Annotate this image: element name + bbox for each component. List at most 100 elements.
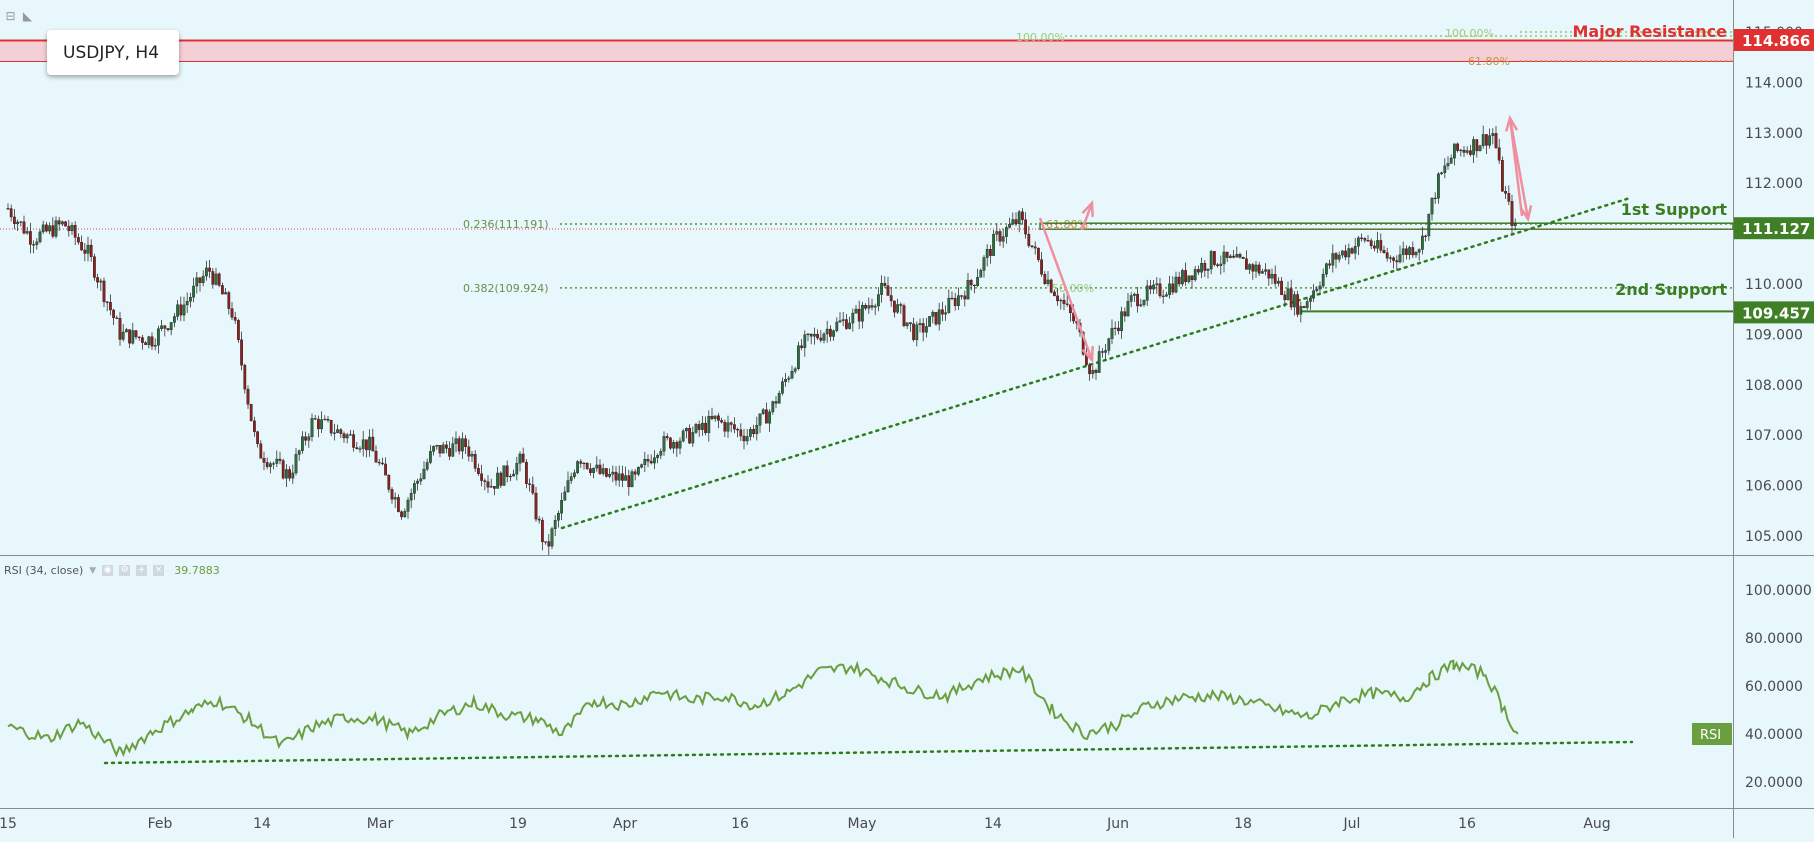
candle-body xyxy=(745,436,749,442)
candle-body xyxy=(483,480,487,482)
candle-body xyxy=(627,475,631,488)
candle-body xyxy=(563,491,567,501)
candle-body xyxy=(381,462,384,465)
settings-icon[interactable]: ⚙ xyxy=(119,565,131,576)
candle-body xyxy=(1430,197,1434,215)
candle-body xyxy=(1017,211,1021,224)
candle-body xyxy=(1344,250,1348,258)
candle-body xyxy=(358,448,362,450)
candle-body xyxy=(829,328,832,337)
candle-body xyxy=(1472,139,1476,155)
candle-body xyxy=(819,337,823,341)
candle-body xyxy=(1088,364,1092,375)
candle-body xyxy=(1305,301,1309,308)
candle-body xyxy=(822,333,826,341)
candle-body xyxy=(777,393,781,404)
candle-body xyxy=(973,284,976,287)
candle-body xyxy=(509,475,512,478)
close-icon[interactable]: × xyxy=(153,565,165,576)
candle-body xyxy=(1145,285,1149,301)
candle-body xyxy=(704,422,708,434)
candle-body xyxy=(861,304,864,322)
candle-body xyxy=(281,460,285,479)
candle-body xyxy=(227,292,231,309)
candle-body xyxy=(1107,338,1111,351)
candle-body xyxy=(633,471,637,475)
candle-body xyxy=(1334,253,1338,260)
candle-body xyxy=(166,328,170,331)
arrow-down[interactable] xyxy=(1038,217,1094,361)
candle-body xyxy=(1308,298,1312,302)
candle-body xyxy=(1497,147,1501,161)
collapse-icon[interactable]: ⊟ xyxy=(5,9,16,23)
candle-body xyxy=(336,429,339,433)
candle-body xyxy=(1190,275,1194,281)
candle-body xyxy=(457,438,461,452)
candle-body xyxy=(1171,283,1175,293)
candle-body xyxy=(406,499,410,512)
price-tick-label: 110.000 xyxy=(1745,277,1803,293)
candle-body xyxy=(451,443,455,457)
candle-body xyxy=(880,282,884,295)
rsi-trendline[interactable] xyxy=(103,740,1634,765)
candle-body xyxy=(246,388,250,405)
candle-body xyxy=(806,333,810,336)
candle-body xyxy=(35,241,39,245)
candle-body xyxy=(1104,350,1108,353)
candle-body xyxy=(653,457,656,464)
candle-body xyxy=(329,420,333,434)
candle-body xyxy=(1248,264,1252,270)
fib-0236-label: 0.236(111.191) xyxy=(463,218,549,231)
rsi-pane[interactable] xyxy=(0,556,1733,808)
candle-body xyxy=(1500,160,1504,192)
candle-body xyxy=(1005,227,1008,237)
symbol-label[interactable]: USDJPY, H4 xyxy=(47,30,179,75)
candle-body xyxy=(1475,139,1479,152)
candle-body xyxy=(966,280,970,300)
candle-body xyxy=(720,420,724,423)
add-icon[interactable]: + xyxy=(136,565,148,576)
candle-body xyxy=(1180,270,1184,285)
candle-body xyxy=(851,312,855,324)
support1-price-tag-bg xyxy=(1734,217,1814,240)
candle-body xyxy=(921,323,925,333)
candle-body xyxy=(1008,223,1012,228)
candles xyxy=(6,125,1517,556)
candle-body xyxy=(1068,304,1072,314)
rsi-tick-label: 60.0000 xyxy=(1745,679,1803,695)
chevron-down-icon[interactable]: ▼ xyxy=(89,565,97,576)
price-pane[interactable] xyxy=(0,0,1733,555)
candle-body xyxy=(176,304,179,317)
candle-body xyxy=(992,233,996,256)
arrow-down-right[interactable] xyxy=(1508,117,1530,220)
candle-body xyxy=(211,271,215,285)
candle-body xyxy=(640,464,644,468)
candle-body xyxy=(201,275,205,283)
candle-body xyxy=(272,463,275,465)
candle-body xyxy=(384,463,387,476)
price-tick-label: 109.000 xyxy=(1745,327,1803,343)
candle-body xyxy=(425,462,429,470)
candle-body xyxy=(790,371,794,379)
candle-body xyxy=(473,453,477,469)
symbol-text: USDJPY, H4 xyxy=(63,42,160,63)
candle-body xyxy=(1200,263,1204,273)
ascending-trendline[interactable] xyxy=(560,196,1632,530)
candle-body xyxy=(1113,327,1117,329)
candle-body xyxy=(883,282,887,286)
arrow-down-head xyxy=(1081,345,1094,364)
candle-body xyxy=(147,336,151,345)
candle-body xyxy=(585,462,589,469)
candle-body xyxy=(1216,264,1220,266)
candle-body xyxy=(1424,235,1428,237)
candle-body xyxy=(467,446,471,457)
candle-body xyxy=(729,422,733,425)
rsi-line[interactable] xyxy=(7,659,1519,758)
candle-body xyxy=(694,424,698,433)
visibility-icon[interactable]: ◉ xyxy=(102,565,114,576)
flag-icon[interactable]: ◣ xyxy=(22,9,33,23)
candle-body xyxy=(669,437,672,449)
arrow-up-small[interactable] xyxy=(1080,202,1094,231)
candle-body xyxy=(252,420,256,432)
